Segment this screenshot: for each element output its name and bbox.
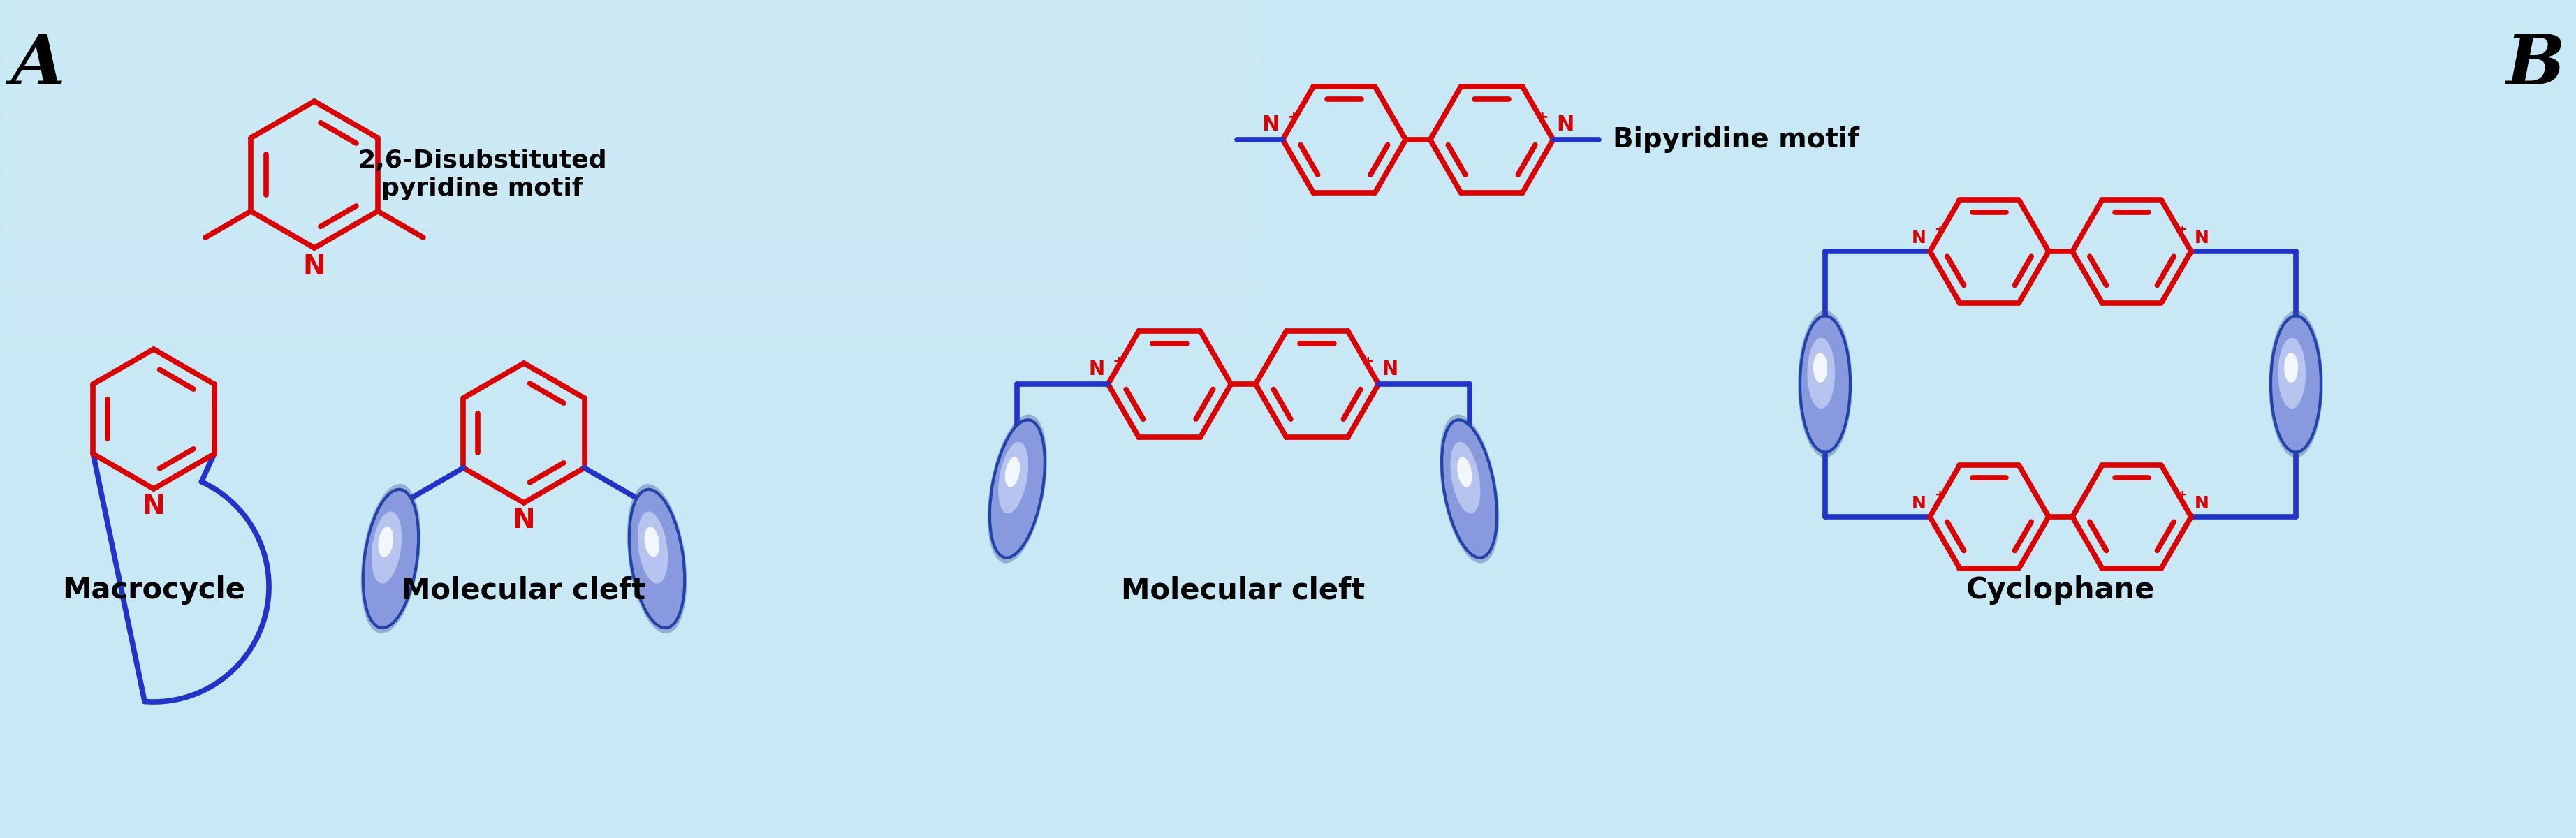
- Text: A: A: [10, 31, 64, 99]
- Text: Bipyridine motif: Bipyridine motif: [1613, 127, 1860, 153]
- Text: N: N: [1090, 360, 1105, 379]
- Ellipse shape: [363, 489, 417, 628]
- Text: 2,6-Disubstituted
pyridine motif: 2,6-Disubstituted pyridine motif: [358, 149, 605, 200]
- FancyBboxPatch shape: [3, 56, 1260, 115]
- Text: N: N: [1911, 230, 1927, 246]
- Ellipse shape: [2272, 316, 2321, 453]
- Ellipse shape: [1814, 353, 1826, 383]
- Text: +: +: [2177, 224, 2187, 236]
- Text: N: N: [513, 507, 536, 534]
- Text: +: +: [1935, 224, 1945, 236]
- Ellipse shape: [987, 415, 1046, 563]
- Text: N: N: [1381, 360, 1399, 379]
- Ellipse shape: [644, 526, 659, 557]
- Ellipse shape: [1458, 457, 1471, 487]
- Ellipse shape: [379, 526, 394, 557]
- Text: B: B: [2506, 31, 2566, 99]
- Ellipse shape: [989, 420, 1046, 558]
- Text: N: N: [2195, 230, 2210, 246]
- Ellipse shape: [2285, 353, 2298, 383]
- Text: +: +: [1288, 111, 1301, 124]
- Text: Molecular cleft: Molecular cleft: [1121, 576, 1365, 605]
- Ellipse shape: [2269, 311, 2324, 458]
- Text: N: N: [304, 254, 325, 280]
- Text: N: N: [142, 493, 165, 520]
- Ellipse shape: [371, 511, 402, 583]
- Text: N: N: [1911, 495, 1927, 512]
- Ellipse shape: [1443, 420, 1497, 558]
- Text: +: +: [1935, 489, 1945, 501]
- Text: N: N: [1262, 115, 1280, 135]
- FancyBboxPatch shape: [3, 0, 1260, 59]
- Ellipse shape: [639, 511, 667, 583]
- Ellipse shape: [1450, 442, 1481, 514]
- Text: Molecular cleft: Molecular cleft: [402, 576, 647, 605]
- Ellipse shape: [1801, 316, 1850, 453]
- Ellipse shape: [999, 442, 1028, 514]
- Text: Cyclophane: Cyclophane: [1965, 576, 2156, 605]
- Ellipse shape: [1005, 457, 1020, 487]
- Ellipse shape: [2277, 338, 2306, 409]
- Text: N: N: [2195, 495, 2210, 512]
- Ellipse shape: [1440, 415, 1499, 563]
- Text: +: +: [1113, 354, 1126, 369]
- Ellipse shape: [626, 484, 688, 634]
- Ellipse shape: [629, 489, 685, 628]
- Ellipse shape: [1808, 338, 1834, 409]
- Text: +: +: [2177, 489, 2187, 501]
- Text: +: +: [1535, 111, 1548, 124]
- Text: Macrocycle: Macrocycle: [62, 576, 245, 605]
- Ellipse shape: [361, 484, 420, 634]
- Text: N: N: [1556, 115, 1574, 135]
- Text: +: +: [1363, 354, 1376, 369]
- Ellipse shape: [1798, 311, 1852, 458]
- FancyBboxPatch shape: [3, 111, 1260, 171]
